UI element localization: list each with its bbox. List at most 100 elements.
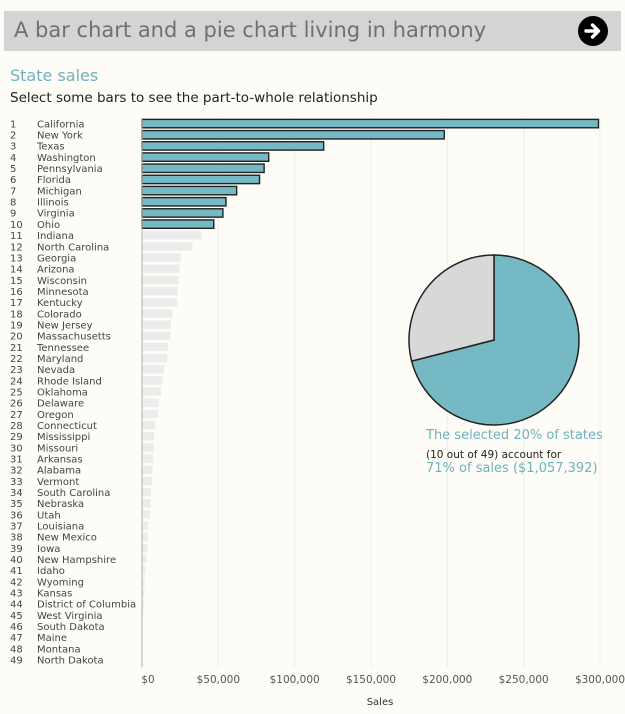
bar-west-virginia[interactable] — [142, 610, 144, 620]
rank-label: 48 — [10, 644, 23, 655]
bar-oklahoma[interactable] — [142, 387, 162, 396]
rank-label: 17 — [10, 298, 23, 309]
bar-pennsylvania[interactable] — [141, 163, 265, 174]
bar-colorado[interactable] — [142, 309, 173, 318]
rank-label: 4 — [10, 153, 16, 164]
bar-tennessee[interactable] — [142, 342, 168, 352]
state-label: Montana — [37, 644, 81, 655]
arrow-right-circle-icon — [584, 23, 601, 39]
rank-label: 35 — [10, 499, 23, 510]
rank-label: 12 — [10, 242, 23, 253]
rank-label: 27 — [10, 410, 23, 421]
state-label: Oregon — [37, 410, 74, 421]
next-button[interactable] — [578, 16, 608, 46]
bar-arizona[interactable] — [142, 264, 180, 273]
bar-vermont[interactable] — [142, 476, 152, 486]
state-label: New Mexico — [37, 533, 97, 544]
rank-label: 13 — [10, 253, 23, 264]
rank-label: 42 — [10, 577, 23, 588]
bar-kansas[interactable] — [142, 588, 145, 597]
bar-utah[interactable] — [142, 510, 150, 519]
bar-louisiana[interactable] — [142, 521, 149, 530]
bar-wyoming[interactable] — [142, 577, 145, 586]
bar-nevada[interactable] — [142, 365, 165, 374]
rank-label: 11 — [10, 231, 23, 242]
bar-california[interactable] — [141, 118, 600, 129]
rank-label: 19 — [10, 320, 23, 331]
state-label: Colorado — [37, 309, 82, 320]
bar-new-mexico[interactable] — [142, 532, 148, 542]
rank-label: 40 — [10, 555, 23, 566]
annotation-sales-share: 71% of sales ($1,057,392) — [426, 461, 598, 476]
rank-label: 30 — [10, 443, 23, 454]
bar-indiana[interactable] — [142, 231, 202, 240]
bar-district-of-columbia[interactable] — [142, 599, 144, 609]
bar-oregon[interactable] — [142, 409, 159, 419]
state-label: Arkansas — [37, 454, 83, 465]
bar-new-york[interactable] — [141, 129, 445, 140]
rank-label: 26 — [10, 399, 23, 410]
bar-minnesota[interactable] — [142, 286, 178, 296]
bar-iowa[interactable] — [142, 543, 148, 553]
bar-rhode-island[interactable] — [142, 376, 163, 385]
bar-new-jersey[interactable] — [142, 320, 172, 329]
state-label: Iowa — [37, 544, 60, 555]
x-tick-label: $150,000 — [346, 674, 396, 686]
bar-wisconsin[interactable] — [142, 275, 179, 285]
bar-massachusetts[interactable] — [142, 331, 171, 341]
state-label: Kentucky — [37, 298, 83, 309]
state-label: California — [37, 119, 85, 130]
state-label: Virginia — [37, 209, 75, 220]
state-label: Florida — [37, 175, 71, 186]
bar-maryland[interactable] — [142, 353, 168, 363]
bar-kentucky[interactable] — [142, 298, 178, 307]
state-label: New York — [37, 131, 83, 142]
rank-label: 2 — [10, 131, 16, 142]
bar-washington[interactable] — [141, 152, 270, 162]
bar-delaware[interactable] — [142, 398, 159, 408]
rank-label: 14 — [10, 265, 23, 276]
rank-label: 49 — [10, 656, 23, 667]
rank-label: 10 — [10, 220, 23, 231]
pie-slice-other — [408, 254, 495, 363]
bar-virginia[interactable] — [141, 208, 224, 218]
bar-idaho[interactable] — [142, 566, 146, 575]
state-label: Tennessee — [36, 343, 89, 354]
bar-arkansas[interactable] — [142, 454, 154, 463]
bar-nebraska[interactable] — [142, 499, 151, 508]
bar-north-carolina[interactable] — [142, 242, 193, 251]
bar-ohio[interactable] — [141, 219, 215, 230]
x-tick-label: $100,000 — [270, 674, 320, 686]
bar-alabama[interactable] — [142, 465, 153, 475]
rank-label: 22 — [10, 354, 23, 365]
state-label: Massachusetts — [37, 332, 111, 343]
rank-label: 44 — [10, 600, 23, 611]
state-label: North Dakota — [37, 656, 104, 667]
bar-texas[interactable] — [141, 141, 325, 151]
bar-missouri[interactable] — [142, 443, 154, 452]
x-tick-label: $0 — [141, 674, 154, 686]
state-label: Maine — [37, 633, 67, 644]
state-label: North Carolina — [37, 242, 109, 253]
bar-connecticut[interactable] — [142, 420, 155, 430]
bar-south-carolina[interactable] — [142, 487, 152, 497]
bar-illinois[interactable] — [141, 196, 227, 207]
rank-label: 25 — [10, 387, 23, 398]
rank-label: 16 — [10, 287, 23, 298]
bar-mississippi[interactable] — [142, 432, 155, 441]
x-tick-label: $200,000 — [422, 674, 472, 686]
rank-label: 5 — [10, 164, 16, 175]
state-label: Texas — [36, 142, 65, 153]
bar-florida[interactable] — [141, 174, 261, 185]
x-axis-label: Sales — [367, 697, 394, 708]
state-label: New Hampshire — [37, 555, 116, 566]
annotation-count: (10 out of 49) account for — [426, 449, 562, 461]
state-label: South Carolina — [37, 488, 110, 499]
bar-georgia[interactable] — [142, 253, 181, 262]
rank-label: 37 — [10, 522, 23, 533]
state-label: Minnesota — [37, 287, 89, 298]
bar-michigan[interactable] — [141, 185, 238, 196]
state-label: Washington — [37, 153, 96, 164]
bar-new-hampshire[interactable] — [142, 555, 147, 564]
rank-label: 9 — [10, 209, 16, 220]
